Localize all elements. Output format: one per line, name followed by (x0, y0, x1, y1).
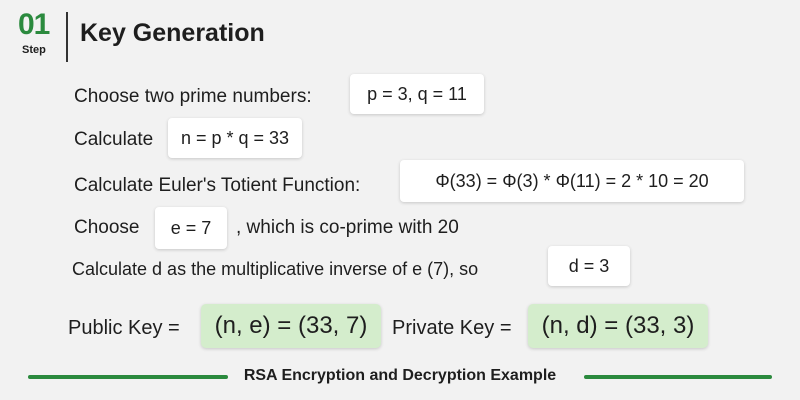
inverse-value-box: d = 3 (548, 246, 630, 286)
private-key-label: Private Key = (392, 317, 512, 339)
choose-e-value-box: e = 7 (155, 207, 227, 249)
footer-caption: RSA Encryption and Decryption Example (0, 367, 800, 385)
footer-caption-text: RSA Encryption and Decryption Example (231, 367, 569, 384)
calculate-n-value-box: n = p * q = 33 (168, 118, 302, 158)
choose-primes-label: Choose two prime numbers: (74, 86, 312, 107)
footer-line-left (28, 375, 228, 379)
step-number: 01 (18, 8, 50, 41)
footer-line-right (584, 375, 772, 379)
step-label: Step (22, 44, 46, 56)
choose-e-suffix: , which is co-prime with 20 (236, 217, 459, 238)
totient-label: Calculate Euler's Totient Function: (74, 175, 361, 196)
public-key-value-box: (n, e) = (33, 7) (201, 304, 381, 348)
public-key-label: Public Key = (68, 317, 180, 339)
choose-e-label: Choose (74, 217, 140, 238)
totient-value-box: Φ(33) = Φ(3) * Φ(11) = 2 * 10 = 20 (400, 160, 744, 202)
header-divider (66, 12, 68, 62)
choose-primes-value-box: p = 3, q = 11 (350, 74, 484, 114)
calculate-n-label: Calculate (74, 129, 154, 150)
inverse-label: Calculate d as the multiplicative invers… (72, 259, 479, 279)
page-title: Key Generation (80, 19, 265, 47)
private-key-value-box: (n, d) = (33, 3) (528, 304, 708, 348)
